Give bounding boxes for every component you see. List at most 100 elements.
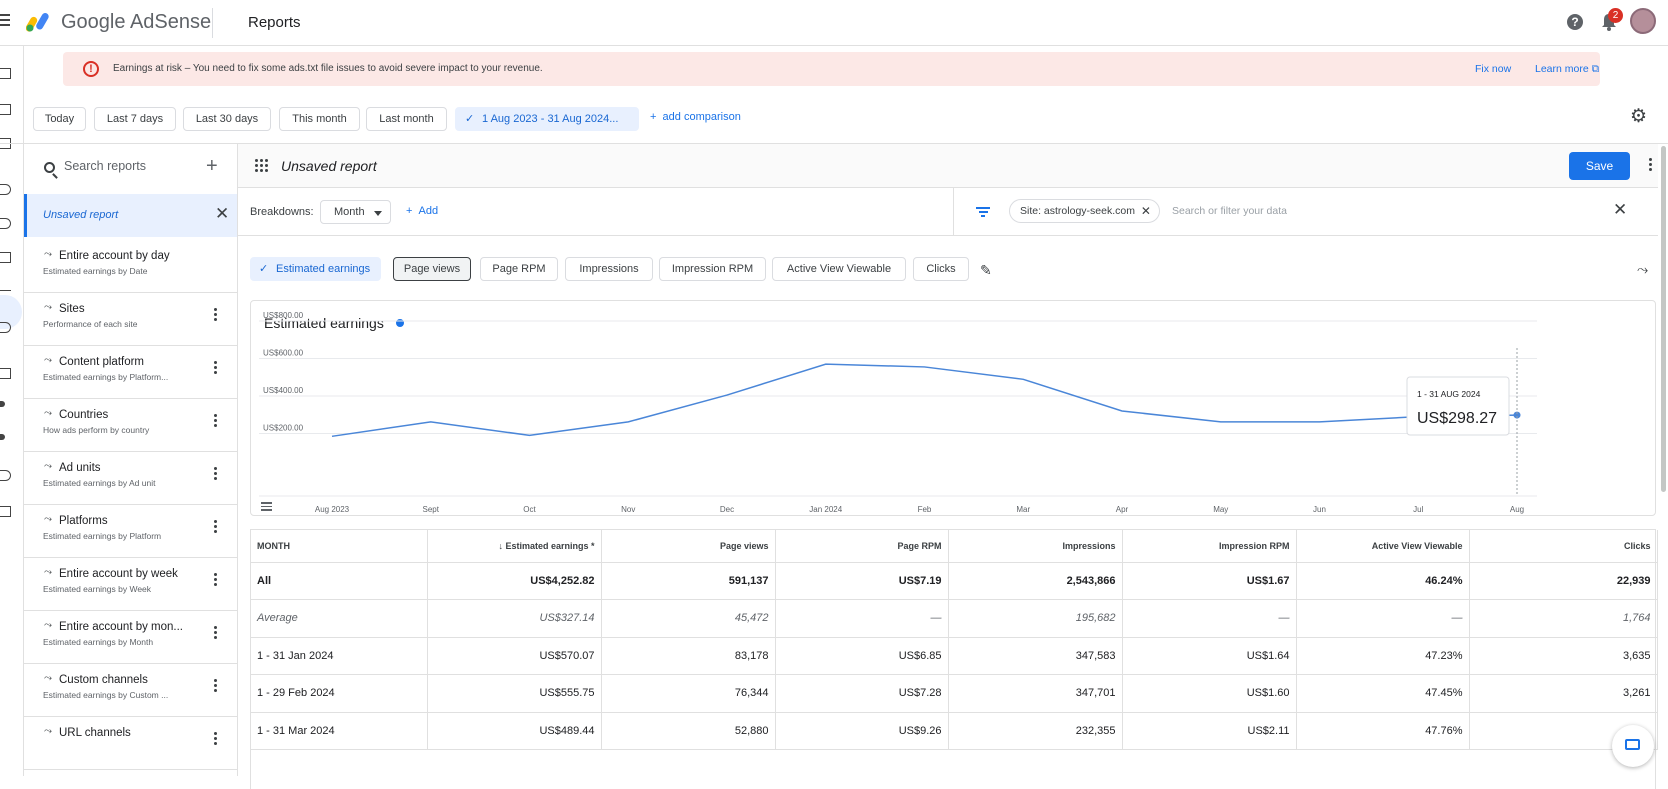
column-header[interactable]: ↓ Estimated earnings * [427,530,601,562]
close-icon[interactable]: ✕ [1141,200,1151,222]
payments-icon[interactable] [0,368,11,379]
feedback-button[interactable] [1612,725,1654,767]
fix-now-link[interactable]: Fix now [1475,63,1511,75]
table-cell: — [775,600,948,638]
more-vert-icon[interactable] [214,679,218,694]
date-range-chip[interactable]: 1 Aug 2023 - 31 Aug 2024... [455,107,639,131]
metric-chip-page-rpm[interactable]: Page RPM [480,257,558,281]
column-header[interactable]: Page RPM [775,530,948,562]
report-item-title: Custom channels [59,674,148,686]
dot-icon[interactable] [0,434,5,440]
pencil-icon[interactable]: ✎ [980,262,992,279]
save-button[interactable]: Save [1569,152,1630,180]
trend-icon: ⤳ [44,408,52,419]
avatar[interactable] [1630,8,1656,34]
column-header[interactable]: Clicks [1469,530,1657,562]
more-vert-icon[interactable] [1649,158,1653,173]
metric-chip-clicks[interactable]: Clicks [913,257,969,281]
more-vert-icon[interactable] [214,520,218,535]
metric-chip-impressions[interactable]: Impressions [565,257,653,281]
learn-more-label: Learn more [1535,63,1589,75]
table-cell: 47.45% [1296,675,1469,713]
report-item-subtitle: Estimated earnings by Ad unit [43,478,155,488]
x-tick-label: Sept [423,505,440,514]
learn-more-link[interactable]: Learn more ⧉ [1535,63,1599,76]
table-cell: 76,344 [601,675,775,713]
add-breakdown-button[interactable]: + Add [406,205,438,217]
x-tick-label: Jul [1413,505,1423,514]
more-vert-icon[interactable] [214,414,218,429]
optimization-icon[interactable] [0,184,11,195]
table-cell: 46.24% [1296,562,1469,600]
search-row: + [24,144,238,194]
table-cell: US$489.44 [427,712,601,750]
help-icon[interactable]: ? [1567,14,1583,30]
metric-chip-page-views[interactable]: Page views [393,257,471,281]
more-vert-icon[interactable] [214,361,218,376]
metric-chip-active-view-viewable[interactable]: Active View Viewable [772,257,906,281]
filter-search-input[interactable] [1172,205,1472,217]
settings-icon[interactable] [0,470,11,481]
table-cell: US$1.60 [1122,675,1296,713]
more-vert-icon[interactable] [214,467,218,482]
series-line [332,364,1517,436]
more-vert-icon[interactable] [214,732,218,747]
trend-icon: ⤳ [44,620,52,631]
feedback-icon[interactable] [0,506,11,517]
tooltip-value: US$298.27 [1417,410,1497,427]
trend-icon[interactable]: ⤳ [1637,261,1648,278]
reports-icon[interactable] [0,252,11,263]
trend-icon: ⤳ [44,249,52,260]
breakdown-month-select[interactable]: Month [320,200,391,224]
add-comparison-button[interactable]: + add comparison [650,111,741,123]
date-chip-this-month[interactable]: This month [279,107,360,131]
column-header[interactable]: MONTH [251,530,427,562]
date-chip-last-7-days[interactable]: Last 7 days [94,107,176,131]
column-header[interactable]: Page views [601,530,775,562]
date-chip-last-30-days[interactable]: Last 30 days [183,107,271,131]
filter-icon[interactable] [976,207,990,219]
dot-icon[interactable] [0,401,5,407]
more-vert-icon[interactable] [214,308,218,323]
list-icon[interactable] [261,502,272,513]
block-icon[interactable] [0,218,11,229]
close-icon[interactable]: ✕ [215,204,229,224]
scrollbar[interactable] [1661,146,1666,492]
home-icon[interactable] [0,68,11,79]
date-chip-today[interactable]: Today [33,107,86,131]
sidebar-report-item[interactable]: ⤳URL channels [24,714,238,770]
breakdowns-label: Breakdowns: [250,206,314,218]
privacy-icon[interactable] [0,322,11,333]
table-cell: 47.23% [1296,637,1469,675]
column-header[interactable]: Impression RPM [1122,530,1296,562]
sidebar-report-item[interactable]: ⤳Entire account by mon...Estimated earni… [24,608,238,664]
menu-icon[interactable] [0,14,10,28]
new-report-button[interactable]: + [206,155,218,178]
site-filter-chip[interactable]: Site: astrology-seek.com✕ [1009,199,1160,223]
more-vert-icon[interactable] [214,626,218,641]
column-header[interactable]: Active View Viewable [1296,530,1469,562]
gear-icon[interactable]: ⚙ [1630,108,1648,126]
close-icon[interactable]: ✕ [1613,200,1627,220]
date-chip-last-month[interactable]: Last month [366,107,447,131]
trend-icon[interactable] [0,290,11,301]
alert-text: Earnings at risk – You need to fix some … [113,63,543,74]
column-header[interactable]: Impressions [948,530,1122,562]
metric-chip-estimated-earnings[interactable]: Estimated earnings [250,257,381,281]
metric-chip-impression-rpm[interactable]: Impression RPM [659,257,766,281]
search-reports-input[interactable] [64,159,204,173]
sidebar-item-unsaved-report[interactable]: Unsaved report ✕ [24,194,238,237]
table-cell: US$7.19 [775,562,948,600]
apps-grid-icon[interactable] [255,159,268,172]
more-vert-icon[interactable] [214,573,218,588]
x-tick-label: May [1213,505,1228,514]
table-cell: US$327.14 [427,600,601,638]
